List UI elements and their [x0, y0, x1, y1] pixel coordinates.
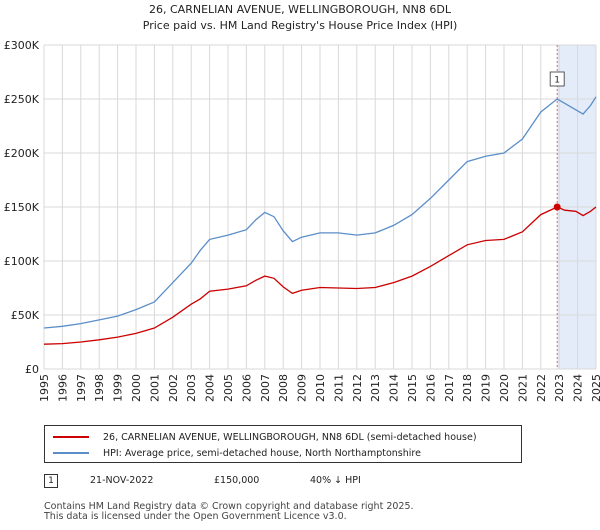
- sale-number-badge: 1: [44, 474, 58, 488]
- y-tick-label: £250K: [4, 93, 40, 106]
- x-tick-label: 2006: [240, 374, 253, 402]
- y-tick-label: £150K: [4, 201, 40, 214]
- x-tick-label: 2015: [406, 374, 419, 402]
- sale-hpi-delta: 40% ↓ HPI: [310, 475, 361, 486]
- y-tick-label: £50K: [11, 309, 40, 322]
- y-tick-label: £200K: [4, 147, 40, 160]
- chart-title: 26, CARNELIAN AVENUE, WELLINGBOROUGH, NN…: [149, 3, 452, 16]
- footer-line-1: Contains HM Land Registry data © Crown c…: [44, 501, 414, 512]
- x-tick-label: 2005: [222, 374, 235, 402]
- x-tick-label: 1999: [112, 374, 125, 402]
- legend-label-hpi: HPI: Average price, semi-detached house,…: [103, 447, 421, 459]
- legend-item-price-paid: 26, CARNELIAN AVENUE, WELLINGBOROUGH, NN…: [53, 429, 477, 445]
- x-tick-label: 2024: [572, 374, 585, 402]
- sale-marker-label: 1: [554, 76, 560, 86]
- x-tick-label: 2019: [480, 374, 493, 402]
- y-tick-label: £100K: [4, 255, 40, 268]
- hpi-line: [43, 96, 597, 329]
- sale-point: [553, 203, 561, 211]
- x-tick-label: 1995: [38, 374, 51, 402]
- x-tick-label: 2008: [277, 374, 290, 402]
- x-tick-label: 2020: [498, 374, 511, 402]
- x-tick-label: 2013: [369, 374, 382, 402]
- x-tick-label: 2007: [259, 374, 272, 402]
- footer-line-2: This data is licensed under the Open Gov…: [44, 511, 347, 522]
- sale-marker-badge: 1: [549, 71, 565, 87]
- x-tick-label: 2018: [461, 374, 474, 402]
- x-tick-label: 2014: [388, 374, 401, 402]
- x-tick-label: 2023: [553, 374, 566, 402]
- x-tick-label: 2022: [535, 374, 548, 402]
- legend-label-price-paid: 26, CARNELIAN AVENUE, WELLINGBOROUGH, NN…: [103, 431, 477, 443]
- legend: 26, CARNELIAN AVENUE, WELLINGBOROUGH, NN…: [44, 425, 522, 463]
- x-tick-label: 2000: [130, 374, 143, 402]
- x-tick-label: 2001: [148, 374, 161, 402]
- x-tick-label: 2011: [332, 374, 345, 402]
- y-tick-label: £0: [25, 363, 39, 376]
- legend-item-hpi: HPI: Average price, semi-detached house,…: [53, 445, 421, 461]
- sale-price: £150,000: [214, 475, 260, 486]
- x-tick-label: 1998: [93, 374, 106, 402]
- chart-subtitle: Price paid vs. HM Land Registry's House …: [143, 19, 458, 32]
- x-tick-label: 2002: [167, 374, 180, 402]
- chart: 26, CARNELIAN AVENUE, WELLINGBOROUGH, NN…: [4, 3, 600, 402]
- x-tick-label: 1997: [75, 374, 88, 402]
- x-tick-label: 2016: [424, 374, 437, 402]
- y-tick-label: £300K: [4, 39, 40, 52]
- x-tick-label: 2003: [185, 374, 198, 402]
- x-tick-label: 2009: [296, 374, 309, 402]
- x-tick-label: 2021: [516, 374, 529, 402]
- x-tick-label: 2012: [351, 374, 364, 402]
- price-paid-line: [43, 206, 597, 345]
- x-tick-label: 2025: [590, 374, 600, 402]
- x-tick-label: 2017: [443, 374, 456, 402]
- x-tick-label: 1996: [56, 374, 69, 402]
- sale-date: 21-NOV-2022: [90, 475, 154, 486]
- legend-swatch-price-paid: [53, 436, 89, 438]
- legend-swatch-hpi: [53, 452, 89, 454]
- x-tick-label: 2010: [314, 374, 327, 402]
- x-tick-label: 2004: [204, 374, 217, 402]
- footer: Contains HM Land Registry data © Crown c…: [44, 502, 414, 522]
